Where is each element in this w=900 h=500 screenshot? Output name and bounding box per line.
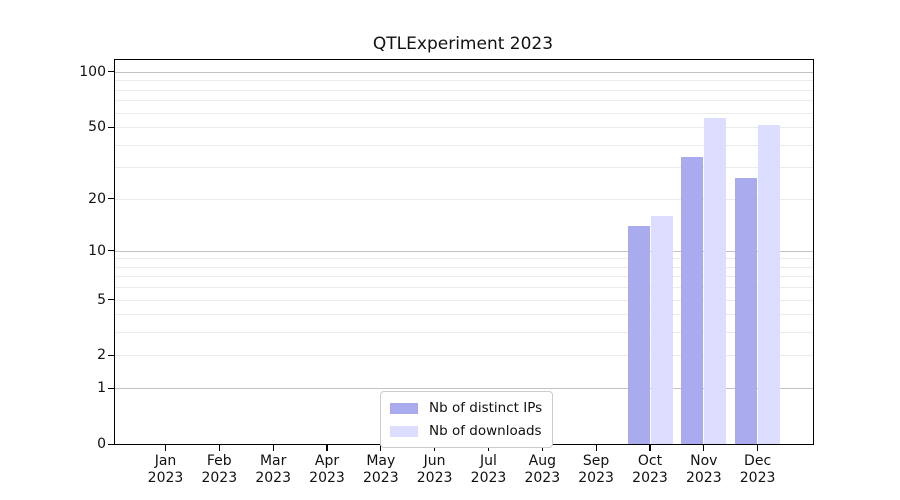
bar-dec-downloads (758, 125, 781, 444)
legend-swatch-distinct-ips-icon (390, 402, 418, 414)
x-tick-mark (218, 445, 220, 451)
bar-dec-distinct-ips (735, 178, 758, 444)
y-tick-mark (108, 299, 114, 300)
x-tick-label: May 2023 (362, 453, 399, 486)
y-tick-label: 100 (79, 63, 106, 80)
chart-title: QTLExperiment 2023 (372, 34, 554, 54)
x-tick-mark (434, 445, 436, 451)
legend-label-distinct-ips: Nb of distinct IPs (429, 400, 543, 416)
y-tick-mark (108, 443, 114, 445)
x-tick-label: Mar 2023 (255, 453, 291, 486)
plot-area: Nb of distinct IPs Nb of downloads 100 50… (79, 59, 814, 486)
minor-gridline (115, 112, 813, 114)
x-tick-mark (272, 445, 274, 451)
y-tick-mark (108, 126, 114, 128)
x-tick-label: Jan 2023 (147, 453, 184, 486)
x-tick-label: Oct 2023 (632, 453, 668, 486)
x-tick-label: Dec 2023 (739, 453, 776, 486)
x-tick-mark (164, 445, 167, 451)
x-tick-label: Feb 2023 (201, 453, 238, 486)
y-tick-label: 10 (88, 242, 106, 259)
legend: Nb of distinct IPs Nb of downloads (380, 391, 554, 448)
y-tick-mark (108, 198, 114, 199)
x-tick-mark (380, 445, 382, 451)
major-gridline (115, 71, 813, 73)
x-tick-label: Jul 2023 (470, 453, 507, 486)
x-tick-label: Apr 2023 (309, 453, 345, 486)
y-tick-label: 5 (97, 291, 106, 308)
y-tick-label: 2 (97, 347, 106, 364)
x-tick-label: Sep 2023 (578, 453, 614, 486)
x-tick-mark (649, 445, 651, 451)
x-tick-mark (541, 445, 543, 451)
legend-item-downloads: Nb of downloads (390, 421, 542, 441)
y-tick-label: 20 (88, 190, 106, 207)
y-tick-label: 1 (97, 380, 106, 397)
legend-label-downloads: Nb of downloads (429, 423, 542, 439)
minor-gridline (115, 89, 813, 91)
y-tick-label: 0 (97, 436, 106, 452)
minor-gridline (115, 100, 813, 102)
y-tick-label: 50 (88, 119, 106, 135)
x-tick-mark (595, 445, 597, 451)
x-tick-mark (326, 445, 328, 451)
x-tick-label: Nov 2023 (685, 453, 722, 486)
x-tick-label: Jun 2023 (416, 453, 453, 486)
bar-nov-distinct-ips (681, 157, 704, 444)
y-tick-mark (108, 387, 114, 389)
minor-gridline (115, 80, 813, 82)
bar-oct-downloads (650, 215, 673, 444)
bar-nov-downloads (704, 118, 727, 444)
x-tick-mark (487, 445, 490, 451)
x-tick-label: Aug 2023 (524, 453, 561, 486)
y-tick-mark (108, 354, 114, 356)
legend-item-distinct-ips: Nb of distinct IPs (390, 398, 542, 418)
x-tick-mark (703, 445, 705, 451)
legend-swatch-downloads-icon (390, 425, 418, 437)
bar-oct-distinct-ips (627, 225, 650, 444)
x-tick-mark (757, 445, 759, 451)
y-tick-mark (108, 250, 114, 252)
y-tick-mark (108, 71, 114, 73)
